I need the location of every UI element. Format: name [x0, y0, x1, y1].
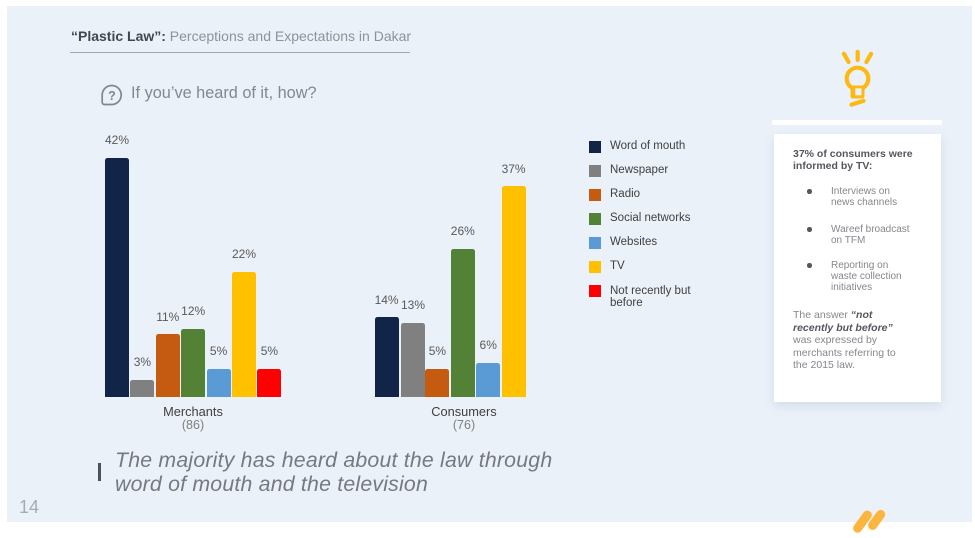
- svg-text:?: ?: [108, 89, 116, 103]
